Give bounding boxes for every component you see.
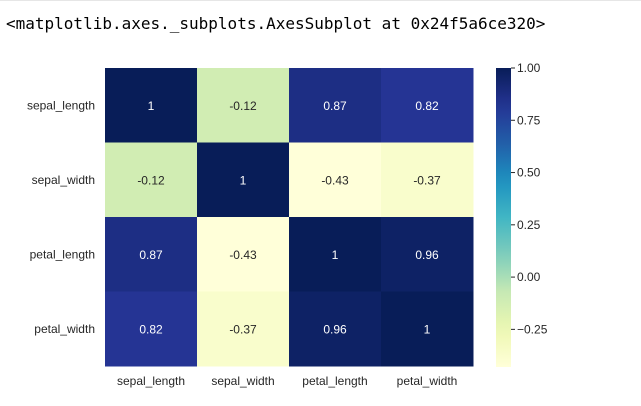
row-label-sepal_length: sepal_length <box>27 98 95 112</box>
colorbar-tick-label: 0.00 <box>517 270 541 284</box>
cell-annotation: -0.43 <box>229 248 257 262</box>
heatmap-cell-sepal_width-sepal_width <box>197 142 290 218</box>
colorbar-tick-label: 0.25 <box>517 218 541 232</box>
heatmap-cell-sepal_length-sepal_width <box>197 68 290 143</box>
heatmap-cell-sepal_width-sepal_length <box>105 142 198 218</box>
heatmap-cell-sepal_length-petal_length <box>289 68 382 143</box>
output-repr-text: <matplotlib.axes._subplots.AxesSubplot a… <box>6 14 546 33</box>
heatmap-cell-petal_length-petal_width <box>381 217 474 292</box>
cell-annotation: 1 <box>332 248 339 262</box>
cell-annotation: 0.87 <box>323 99 347 113</box>
heatmap-cell-petal_length-sepal_length <box>105 217 198 292</box>
column-label-petal_width: petal_width <box>397 374 458 388</box>
cell-divider <box>0 0 641 1</box>
heatmap-cell-petal_width-petal_width <box>381 291 474 367</box>
cell-annotation: 1 <box>424 322 431 336</box>
heatmap-cell-petal_length-petal_length <box>289 217 382 292</box>
heatmap-cell-sepal_length-sepal_length <box>105 68 198 143</box>
row-label-sepal_width: sepal_width <box>32 173 95 187</box>
cell-annotation: -0.37 <box>413 173 441 187</box>
heatmap-cell-petal_width-sepal_width <box>197 291 290 367</box>
cell-annotation: -0.12 <box>137 173 165 187</box>
colorbar-tick-label: 1.00 <box>517 61 541 75</box>
cell-annotation: 0.96 <box>323 322 347 336</box>
cell-annotation: -0.12 <box>229 99 257 113</box>
colorbar <box>496 68 511 367</box>
heatmap-cell-sepal_width-petal_width <box>381 142 474 218</box>
heatmap-cell-sepal_length-petal_width <box>381 68 474 143</box>
cell-annotation: -0.43 <box>321 173 349 187</box>
colorbar-tick-label: 0.50 <box>517 166 541 180</box>
cell-annotation: 0.87 <box>139 248 163 262</box>
column-label-petal_length: petal_length <box>302 374 367 388</box>
heatmap-cell-sepal_width-petal_length <box>289 142 382 218</box>
cell-annotation: 0.82 <box>139 322 163 336</box>
column-label-sepal_length: sepal_length <box>117 374 185 388</box>
row-label-petal_width: petal_width <box>34 322 95 336</box>
heatmap-cell-petal_width-petal_length <box>289 291 382 367</box>
cell-annotation: 1 <box>148 99 155 113</box>
cell-annotation: 0.96 <box>415 248 439 262</box>
colorbar-tick-label: 0.75 <box>517 113 541 127</box>
heatmap-cell-petal_length-sepal_width <box>197 217 290 292</box>
colorbar-tick-label: −0.25 <box>517 322 548 336</box>
column-label-sepal_width: sepal_width <box>211 374 274 388</box>
cell-annotation: 0.82 <box>415 99 439 113</box>
row-label-petal_length: petal_length <box>30 247 95 261</box>
heatmap-cell-petal_width-sepal_length <box>105 291 198 367</box>
cell-annotation: -0.37 <box>229 322 257 336</box>
cell-annotation: 1 <box>240 173 247 187</box>
